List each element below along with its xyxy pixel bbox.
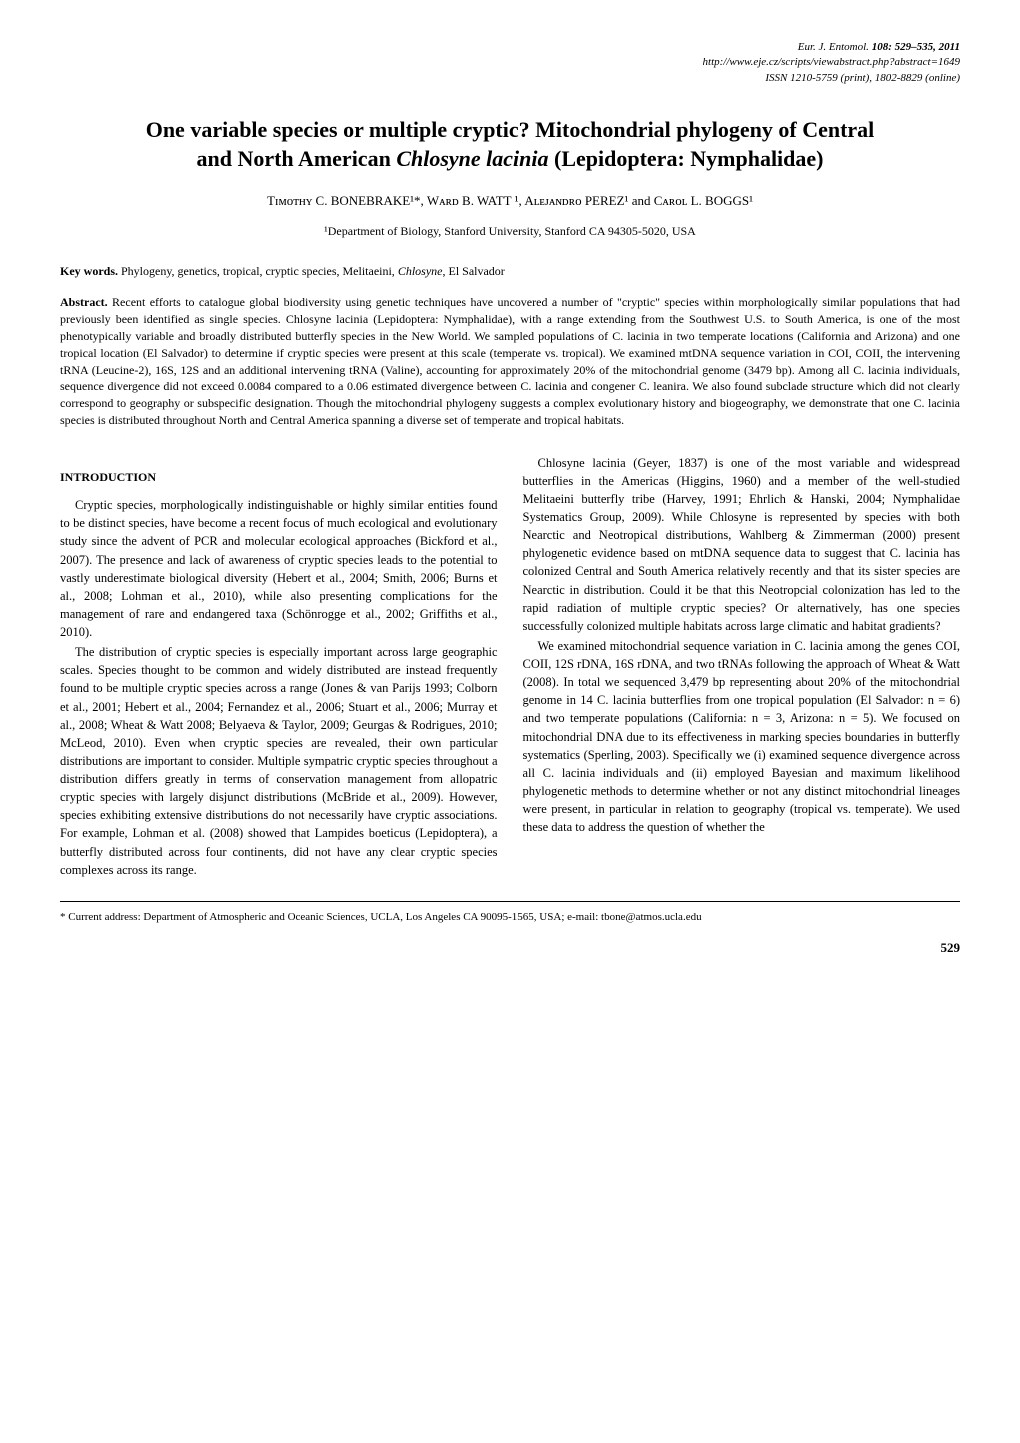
intro-para-3: Chlosyne lacinia (Geyer, 1837) is one of… bbox=[523, 454, 961, 635]
intro-para-4: We examined mitochondrial sequence varia… bbox=[523, 637, 961, 836]
title-species: Chlosyne lacinia bbox=[396, 146, 548, 171]
page-number: 529 bbox=[60, 940, 960, 956]
keywords: Key words. Phylogeny, genetics, tropical… bbox=[60, 264, 960, 279]
article-title: One variable species or multiple cryptic… bbox=[60, 116, 960, 173]
intro-para-2: The distribution of cryptic species is e… bbox=[60, 643, 498, 879]
abstract: Abstract. Recent efforts to catalogue gl… bbox=[60, 294, 960, 428]
vol-pages: 108: 529–535, 2011 bbox=[872, 41, 960, 53]
journal-name: Eur. J. Entomol. bbox=[798, 41, 869, 53]
body-columns: INTRODUCTION Cryptic species, morphologi… bbox=[60, 454, 960, 881]
authors-line: Tɪᴍᴏᴛʜʏ C. BONEBRAKE¹*, Wᴀʀᴅ B. WATT ¹, … bbox=[60, 193, 960, 209]
left-column: INTRODUCTION Cryptic species, morphologi… bbox=[60, 454, 498, 881]
journal-url: http://www.eje.cz/scripts/viewabstract.p… bbox=[703, 56, 960, 68]
keywords-italic: Chlosyne bbox=[398, 264, 443, 278]
abstract-label: Abstract. bbox=[60, 295, 108, 309]
footnote-divider bbox=[60, 901, 960, 902]
title-line2-post: (Lepidoptera: Nymphalidae) bbox=[549, 146, 824, 171]
authors-text: Tɪᴍᴏᴛʜʏ C. BONEBRAKE¹*, Wᴀʀᴅ B. WATT ¹, … bbox=[267, 193, 753, 208]
right-column: Chlosyne lacinia (Geyer, 1837) is one of… bbox=[523, 454, 961, 881]
footnote: * Current address: Department of Atmosph… bbox=[60, 910, 960, 925]
intro-para-1: Cryptic species, morphologically indisti… bbox=[60, 496, 498, 641]
footnote-text: * Current address: Department of Atmosph… bbox=[60, 911, 702, 923]
abstract-text: Recent efforts to catalogue global biodi… bbox=[60, 295, 960, 427]
journal-issn: ISSN 1210-5759 (print), 1802-8829 (onlin… bbox=[765, 72, 960, 84]
keywords-label: Key words. bbox=[60, 264, 118, 278]
title-line1: One variable species or multiple cryptic… bbox=[146, 117, 875, 142]
section-heading-introduction: INTRODUCTION bbox=[60, 469, 498, 486]
affiliation-text: ¹Department of Biology, Stanford Univers… bbox=[324, 224, 696, 238]
keywords-pre: Phylogeny, genetics, tropical, cryptic s… bbox=[118, 264, 398, 278]
journal-header: Eur. J. Entomol. 108: 529–535, 2011 http… bbox=[60, 40, 960, 86]
title-line2-pre: and North American bbox=[196, 146, 396, 171]
keywords-post: , El Salvador bbox=[442, 264, 504, 278]
affiliation: ¹Department of Biology, Stanford Univers… bbox=[60, 224, 960, 239]
